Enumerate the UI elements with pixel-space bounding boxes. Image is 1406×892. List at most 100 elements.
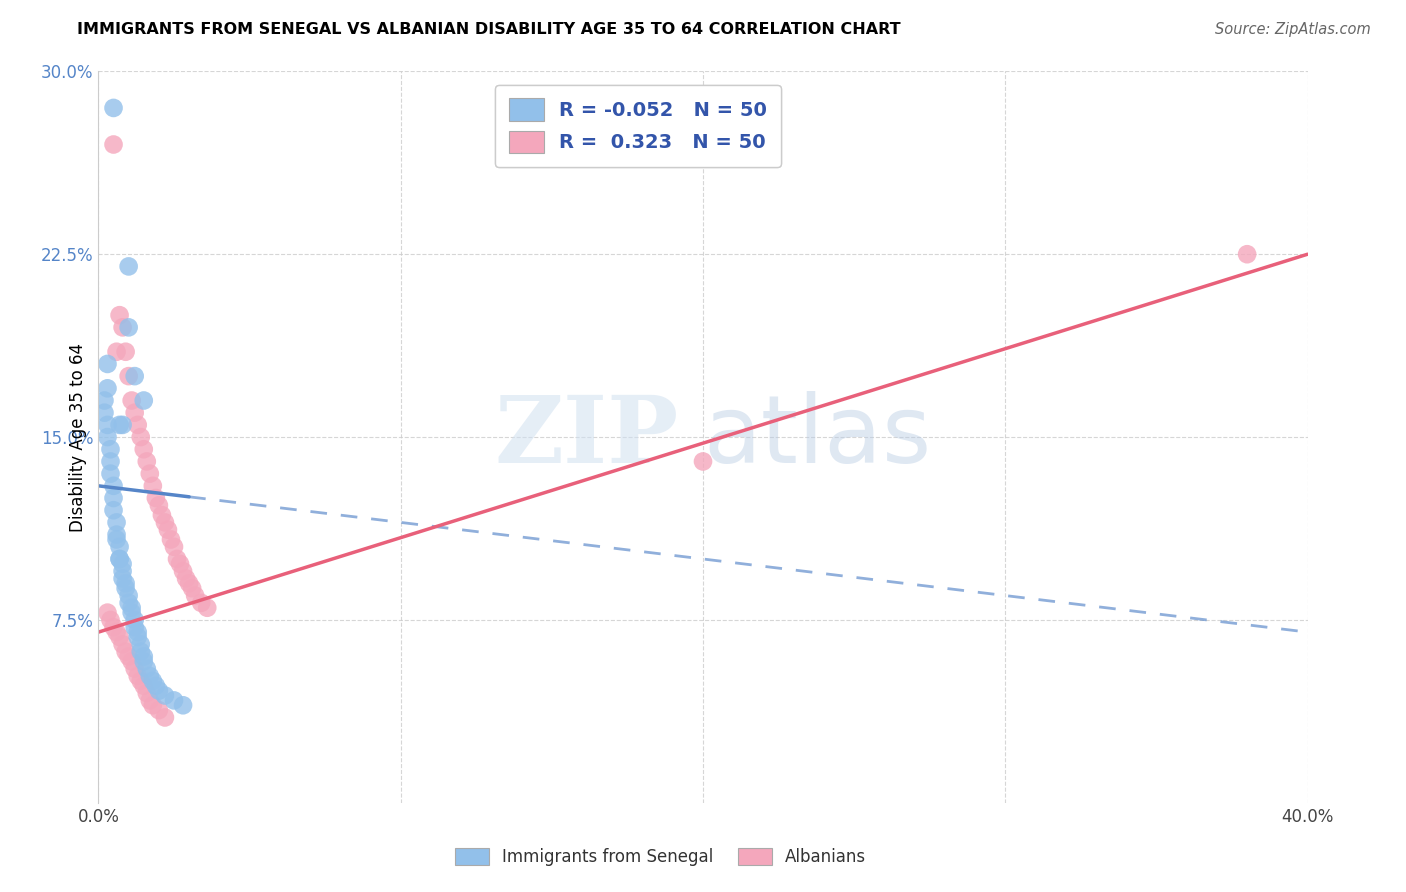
Point: [195, 600, 218, 615]
Point: [139, 693, 162, 707]
Point: [108, 540, 131, 554]
Point: [129, 673, 152, 688]
Point: [142, 698, 165, 713]
Point: [179, 576, 201, 591]
Point: [135, 662, 157, 676]
Point: [145, 679, 167, 693]
Point: [103, 479, 125, 493]
Point: [150, 508, 173, 522]
Point: [111, 572, 134, 586]
Point: [132, 654, 155, 668]
Point: [124, 369, 146, 384]
Point: [103, 101, 125, 115]
Point: [100, 454, 122, 468]
Point: [96, 417, 118, 432]
Point: [105, 527, 128, 541]
Point: [100, 442, 122, 457]
Point: [108, 552, 131, 566]
Point: [118, 260, 141, 274]
Point: [103, 620, 125, 634]
Point: [108, 417, 131, 432]
Point: [1236, 247, 1258, 261]
Point: [153, 710, 176, 724]
Point: [118, 596, 141, 610]
Point: [169, 557, 191, 571]
Legend: Immigrants from Senegal, Albanians: Immigrants from Senegal, Albanians: [447, 840, 875, 875]
Point: [114, 344, 136, 359]
Point: [148, 703, 170, 717]
Point: [142, 479, 165, 493]
Point: [129, 645, 152, 659]
Point: [108, 630, 131, 644]
Point: [96, 381, 118, 395]
Point: [103, 503, 125, 517]
Point: [148, 499, 170, 513]
Point: [127, 417, 149, 432]
Text: atlas: atlas: [703, 391, 931, 483]
Point: [111, 637, 134, 651]
Point: [132, 442, 155, 457]
Point: [174, 572, 197, 586]
Point: [145, 491, 167, 505]
Point: [129, 430, 152, 444]
Point: [148, 683, 170, 698]
Point: [190, 596, 212, 610]
Point: [105, 344, 128, 359]
Point: [93, 393, 115, 408]
Point: [114, 576, 136, 591]
Point: [121, 600, 143, 615]
Point: [111, 564, 134, 578]
Point: [114, 645, 136, 659]
Point: [105, 533, 128, 547]
Point: [132, 679, 155, 693]
Point: [111, 417, 134, 432]
Point: [121, 606, 143, 620]
Point: [121, 654, 143, 668]
Point: [118, 649, 141, 664]
Point: [153, 689, 176, 703]
Point: [124, 613, 146, 627]
Point: [132, 649, 155, 664]
Point: [108, 308, 131, 322]
Point: [105, 516, 128, 530]
Point: [135, 686, 157, 700]
Point: [118, 369, 141, 384]
Point: [142, 673, 165, 688]
Point: [111, 557, 134, 571]
Point: [127, 630, 149, 644]
Point: [124, 620, 146, 634]
Text: IMMIGRANTS FROM SENEGAL VS ALBANIAN DISABILITY AGE 35 TO 64 CORRELATION CHART: IMMIGRANTS FROM SENEGAL VS ALBANIAN DISA…: [77, 22, 901, 37]
Point: [105, 625, 128, 640]
Point: [111, 320, 134, 334]
Y-axis label: Disability Age 35 to 64: Disability Age 35 to 64: [69, 343, 87, 532]
Point: [103, 137, 125, 152]
Point: [100, 613, 122, 627]
Point: [172, 698, 194, 713]
Point: [156, 523, 179, 537]
Point: [121, 393, 143, 408]
Point: [118, 320, 141, 334]
Point: [108, 552, 131, 566]
Point: [166, 552, 188, 566]
Point: [129, 637, 152, 651]
Point: [184, 589, 207, 603]
Legend: R = -0.052   N = 50, R =  0.323   N = 50: R = -0.052 N = 50, R = 0.323 N = 50: [495, 85, 780, 167]
Point: [135, 454, 157, 468]
Point: [103, 491, 125, 505]
Point: [93, 406, 115, 420]
Text: Source: ZipAtlas.com: Source: ZipAtlas.com: [1215, 22, 1371, 37]
Point: [114, 581, 136, 595]
Point: [96, 357, 118, 371]
Point: [132, 393, 155, 408]
Point: [163, 693, 186, 707]
Point: [96, 606, 118, 620]
Point: [172, 564, 194, 578]
Point: [96, 430, 118, 444]
Point: [181, 581, 204, 595]
Point: [127, 625, 149, 640]
Point: [139, 467, 162, 481]
Point: [124, 406, 146, 420]
Point: [127, 669, 149, 683]
Point: [163, 540, 186, 554]
Point: [124, 662, 146, 676]
